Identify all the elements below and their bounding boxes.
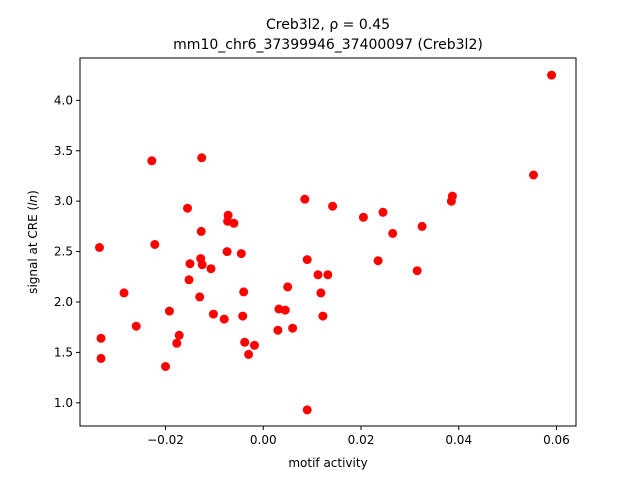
x-axis-label: motif activity xyxy=(288,456,367,470)
y-axis-label: signal at CRE (ln) xyxy=(26,190,40,294)
data-point-6 xyxy=(150,240,160,249)
data-point-13 xyxy=(185,259,195,269)
y-tick-label-4: 3.0 xyxy=(54,194,73,208)
data-point-2 xyxy=(96,353,106,363)
data-point-40 xyxy=(313,270,323,280)
data-point-45 xyxy=(358,212,368,222)
data-point-16 xyxy=(196,226,206,236)
x-tick-label-2: 0.02 xyxy=(348,433,375,447)
data-point-37 xyxy=(300,194,310,204)
data-point-38 xyxy=(302,255,312,265)
data-point-44 xyxy=(328,201,338,211)
y-tick-label-6: 4.0 xyxy=(54,93,73,107)
x-tick-label-0: −0.02 xyxy=(147,433,184,447)
data-point-12 xyxy=(184,275,194,285)
data-point-32 xyxy=(273,325,283,335)
data-point-19 xyxy=(206,264,216,274)
y-tick-label-3: 2.5 xyxy=(54,245,73,259)
y-axis-ticks: 1.0 1.5 2.0 2.5 3.0 3.5 4.0 xyxy=(54,93,80,410)
x-tick-label-3: 0.04 xyxy=(445,433,472,447)
data-point-25 xyxy=(229,218,239,228)
chart-title-line2: mm10_chr6_37399946_37400097 (Creb3l2) xyxy=(173,37,483,53)
y-tick-label-1: 1.5 xyxy=(54,345,73,359)
data-point-52 xyxy=(447,191,457,201)
data-point-36 xyxy=(288,323,298,333)
data-point-31 xyxy=(250,340,259,350)
data-point-34 xyxy=(280,305,290,315)
data-point-24 xyxy=(223,210,233,220)
data-point-43 xyxy=(323,270,333,280)
data-point-29 xyxy=(240,337,250,347)
data-point-30 xyxy=(244,349,254,359)
data-point-7 xyxy=(161,362,170,371)
y-tick-label-0: 1.0 xyxy=(54,396,73,410)
points-layer xyxy=(95,70,557,415)
y-axis-label-italic: ln xyxy=(26,195,40,206)
data-point-42 xyxy=(318,311,328,321)
data-point-9 xyxy=(172,338,182,348)
data-point-50 xyxy=(417,221,427,231)
y-axis-label-suffix: ) xyxy=(26,190,40,195)
data-point-8 xyxy=(164,306,174,316)
data-point-39 xyxy=(302,405,312,415)
x-axis-ticks: −0.02 0.00 0.02 0.04 0.06 xyxy=(147,426,570,447)
data-point-21 xyxy=(219,314,229,324)
x-tick-label-1: 0.00 xyxy=(250,433,277,447)
y-tick-label-5: 3.5 xyxy=(54,144,73,158)
data-point-0 xyxy=(95,243,104,252)
data-point-48 xyxy=(388,228,398,238)
data-point-1 xyxy=(96,333,106,343)
x-tick-label-4: 0.06 xyxy=(543,433,570,447)
y-tick-label-2: 2.0 xyxy=(54,295,73,309)
data-point-47 xyxy=(378,207,388,217)
data-point-54 xyxy=(547,70,557,80)
data-point-14 xyxy=(195,292,205,302)
data-point-28 xyxy=(239,287,249,297)
data-point-5 xyxy=(147,156,157,166)
data-point-4 xyxy=(131,321,141,331)
plot-frame xyxy=(79,57,577,427)
y-axis-label-prefix: signal at CRE ( xyxy=(26,206,40,294)
data-point-49 xyxy=(412,266,422,276)
data-point-27 xyxy=(238,311,248,321)
data-point-53 xyxy=(529,170,538,180)
data-point-18 xyxy=(197,260,207,270)
chart-title-line1: Creb3l2, ρ = 0.45 xyxy=(266,17,390,33)
data-point-46 xyxy=(373,256,383,266)
data-point-11 xyxy=(183,203,192,213)
data-point-20 xyxy=(208,309,218,319)
data-point-35 xyxy=(283,282,293,292)
data-point-22 xyxy=(222,247,232,257)
data-point-10 xyxy=(174,330,184,340)
data-point-17 xyxy=(197,153,207,163)
data-point-41 xyxy=(316,288,326,298)
data-point-26 xyxy=(236,249,246,259)
data-point-3 xyxy=(119,288,129,298)
